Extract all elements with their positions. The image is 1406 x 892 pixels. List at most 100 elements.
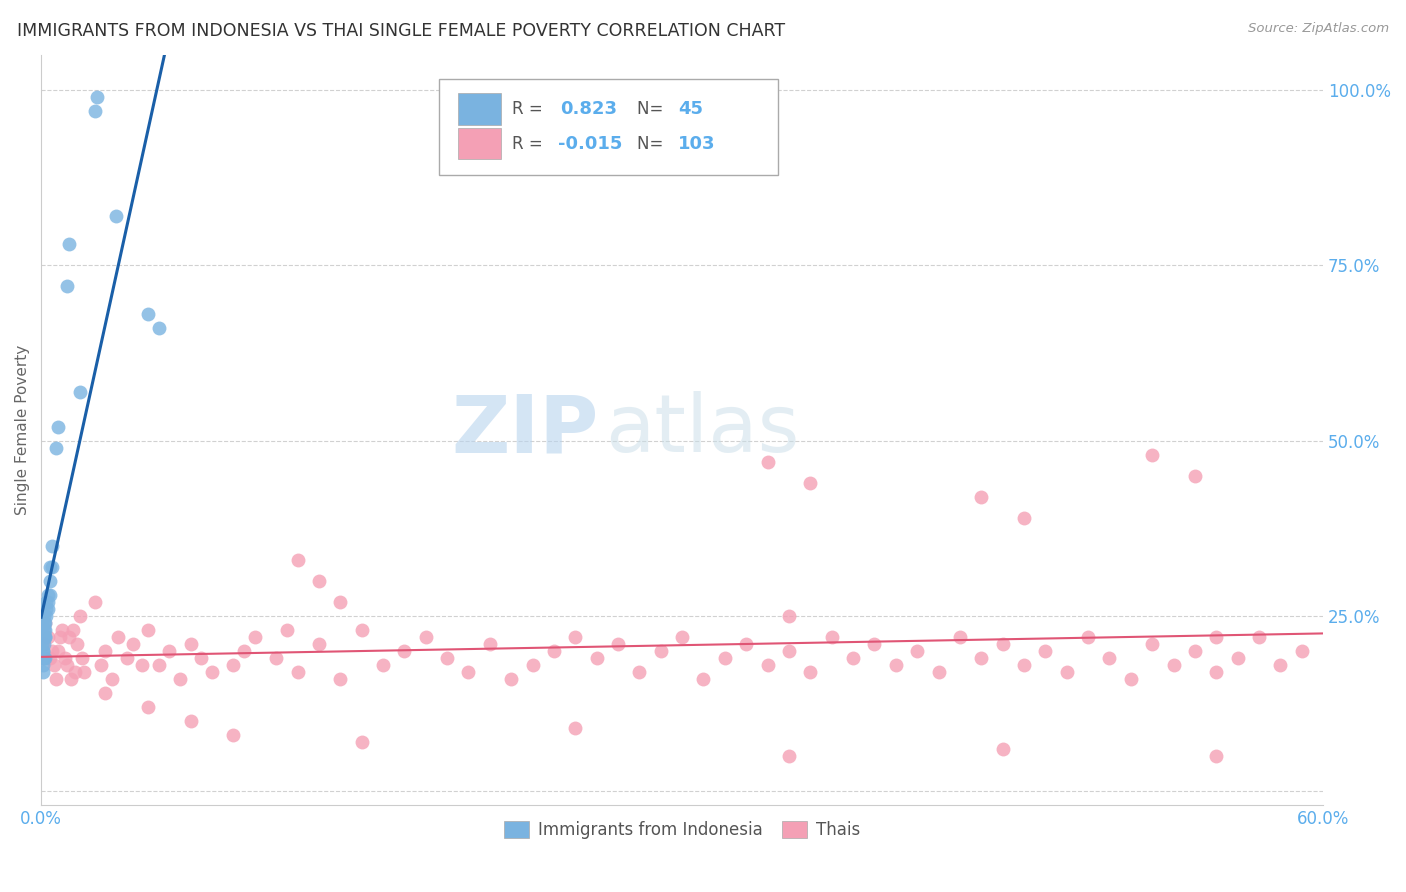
Point: [394, 644, 416, 658]
Point: [329, 672, 352, 686]
Point: [32, 650, 55, 665]
Point: [1184, 644, 1206, 658]
Point: [66, 637, 89, 651]
Point: [329, 595, 352, 609]
Point: [32, 644, 55, 658]
Point: [201, 665, 224, 679]
Point: [31, 630, 53, 644]
Point: [650, 644, 672, 658]
Point: [107, 630, 129, 644]
Point: [1077, 630, 1099, 644]
Point: [778, 748, 800, 763]
Point: [1140, 448, 1163, 462]
Point: [585, 650, 607, 665]
Point: [457, 665, 479, 679]
Point: [884, 657, 907, 672]
Point: [778, 608, 800, 623]
Point: [70, 650, 93, 665]
Point: [31, 650, 53, 665]
FancyBboxPatch shape: [458, 94, 502, 125]
Point: [83, 595, 105, 609]
Point: [136, 699, 159, 714]
Point: [1247, 630, 1270, 644]
Point: [37, 595, 59, 609]
Point: [243, 630, 266, 644]
Point: [1163, 657, 1185, 672]
Point: [233, 644, 256, 658]
Point: [104, 210, 127, 224]
Point: [86, 90, 108, 104]
Point: [34, 630, 56, 644]
Point: [55, 657, 77, 672]
Point: [821, 630, 844, 644]
Text: IMMIGRANTS FROM INDONESIA VS THAI SINGLE FEMALE POVERTY CORRELATION CHART: IMMIGRANTS FROM INDONESIA VS THAI SINGLE…: [17, 22, 785, 40]
Point: [41, 644, 63, 658]
Point: [34, 615, 56, 630]
Text: -0.015: -0.015: [558, 135, 621, 153]
Point: [478, 637, 501, 651]
Point: [34, 650, 56, 665]
Text: 0.823: 0.823: [561, 100, 617, 118]
Legend: Immigrants from Indonesia, Thais: Immigrants from Indonesia, Thais: [498, 814, 866, 846]
Point: [287, 665, 309, 679]
Point: [31, 623, 53, 637]
Point: [157, 644, 180, 658]
Point: [32, 630, 55, 644]
Point: [276, 623, 298, 637]
Point: [543, 644, 565, 658]
Point: [308, 637, 330, 651]
Point: [38, 650, 60, 665]
Point: [308, 574, 330, 588]
Point: [799, 475, 821, 490]
Point: [58, 630, 80, 644]
Point: [32, 623, 55, 637]
Point: [49, 630, 72, 644]
Point: [1056, 665, 1078, 679]
FancyBboxPatch shape: [458, 128, 502, 160]
Point: [32, 665, 55, 679]
Point: [1012, 510, 1035, 524]
Point: [37, 601, 59, 615]
Text: R =: R =: [512, 100, 547, 118]
Point: [1119, 672, 1142, 686]
Text: N=: N=: [637, 100, 669, 118]
Point: [38, 588, 60, 602]
Point: [264, 650, 287, 665]
Point: [1098, 650, 1121, 665]
Point: [415, 630, 437, 644]
Text: R =: R =: [512, 135, 547, 153]
Point: [287, 552, 309, 566]
Point: [31, 615, 53, 630]
Point: [34, 630, 56, 644]
Point: [1035, 644, 1057, 658]
Point: [69, 608, 91, 623]
Point: [31, 637, 53, 651]
Point: [756, 657, 779, 672]
Point: [35, 608, 58, 623]
Point: [1205, 748, 1227, 763]
Point: [991, 742, 1014, 756]
Text: 103: 103: [678, 135, 716, 153]
Point: [628, 665, 651, 679]
Point: [35, 601, 58, 615]
Point: [905, 644, 928, 658]
Point: [51, 623, 73, 637]
Point: [799, 665, 821, 679]
Point: [34, 608, 56, 623]
Point: [607, 637, 630, 651]
Point: [34, 615, 56, 630]
Point: [564, 630, 586, 644]
Point: [100, 672, 122, 686]
Point: [778, 644, 800, 658]
Point: [692, 672, 714, 686]
Point: [73, 665, 96, 679]
Point: [522, 657, 544, 672]
Point: [1205, 630, 1227, 644]
Point: [31, 630, 53, 644]
Point: [222, 657, 245, 672]
Point: [32, 657, 55, 672]
Point: [31, 644, 53, 658]
Point: [1205, 665, 1227, 679]
Point: [58, 237, 80, 252]
Point: [62, 623, 84, 637]
